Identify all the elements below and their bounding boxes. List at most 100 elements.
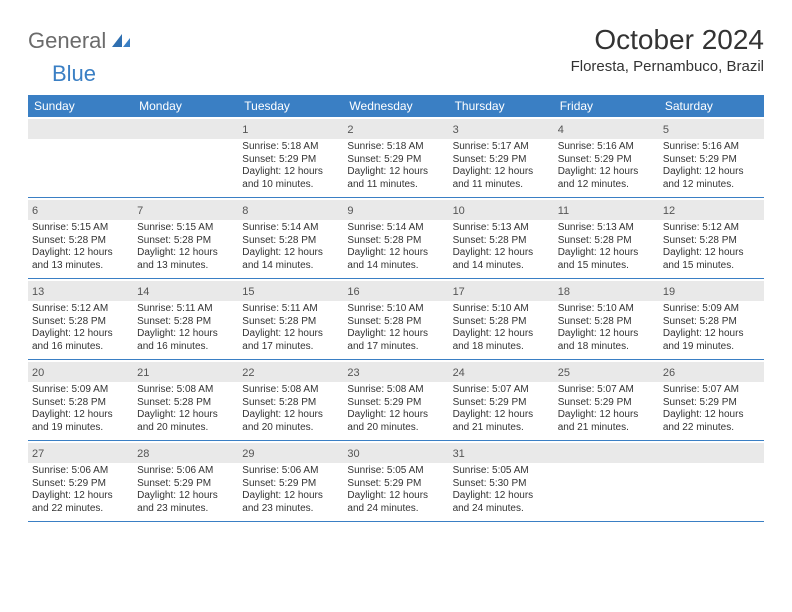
sunrise-line: Sunrise: 5:05 AM (453, 465, 529, 476)
calendar-day-cell: 24Sunrise: 5:07 AMSunset: 5:29 PMDayligh… (449, 360, 554, 440)
sunrise-line: Sunrise: 5:11 AM (242, 303, 317, 314)
logo-sail-icon (110, 32, 132, 50)
day-number-bar: 10 (449, 200, 554, 220)
day-number: 28 (137, 448, 149, 460)
day-number-bar: 16 (343, 281, 448, 301)
day-number-bar: 27 (28, 443, 133, 463)
sunrise-line: Sunrise: 5:14 AM (242, 222, 318, 233)
calendar-day-cell: 19Sunrise: 5:09 AMSunset: 5:28 PMDayligh… (659, 279, 764, 359)
weekday-header-row: Sunday Monday Tuesday Wednesday Thursday… (28, 95, 764, 117)
day-number-bar: 1 (238, 119, 343, 139)
daylight-line: Daylight: 12 hours and 23 minutes. (242, 490, 323, 514)
day-number: 26 (663, 367, 675, 379)
calendar-grid: Sunday Monday Tuesday Wednesday Thursday… (28, 95, 764, 522)
day-number-bar: 11 (554, 200, 659, 220)
calendar-day-cell: 31 Sunrise: 5:05 AMSunset: 5:30 PMDayligh… (449, 441, 554, 521)
day-details: Sunrise: 5:16 AMSunset: 5:29 PMDaylight:… (558, 141, 655, 191)
sunset-line: Sunset: 5:29 PM (663, 397, 737, 408)
brand-logo: General (28, 28, 135, 54)
weeks-container: ..1Sunrise: 5:18 AMSunset: 5:29 PMDaylig… (28, 117, 764, 522)
day-number-bar: 31 (449, 443, 554, 463)
sunset-line: Sunset: 5:28 PM (137, 397, 211, 408)
calendar-week: ..1Sunrise: 5:18 AMSunset: 5:29 PMDaylig… (28, 117, 764, 198)
sunset-line: Sunset: 5:29 PM (347, 397, 421, 408)
sunset-line: Sunset: 5:29 PM (453, 154, 527, 165)
calendar-day-cell: 26Sunrise: 5:07 AMSunset: 5:29 PMDayligh… (659, 360, 764, 440)
daylight-line: Daylight: 12 hours and 16 minutes. (137, 328, 218, 352)
sunset-line: Sunset: 5:29 PM (32, 478, 106, 489)
sunrise-line: Sunrise: 5:15 AM (137, 222, 213, 233)
sunset-line: Sunset: 5:29 PM (558, 397, 632, 408)
sunrise-line: Sunrise: 5:18 AM (242, 141, 318, 152)
day-number: 22 (242, 367, 254, 379)
calendar-day-cell: 14Sunrise: 5:11 AMSunset: 5:28 PMDayligh… (133, 279, 238, 359)
sunrise-line: Sunrise: 5:12 AM (663, 222, 739, 233)
day-details: Sunrise: 5:08 AMSunset: 5:28 PMDaylight:… (242, 384, 339, 434)
calendar-day-cell: 2Sunrise: 5:18 AMSunset: 5:29 PMDaylight… (343, 117, 448, 197)
calendar-day-cell: 29Sunrise: 5:06 AMSunset: 5:29 PMDayligh… (238, 441, 343, 521)
calendar-day-cell: . (659, 441, 764, 521)
logo-text-blue: Blue (52, 61, 96, 87)
daylight-line: Daylight: 12 hours and 24 minutes. (347, 490, 428, 514)
day-number-bar: 26 (659, 362, 764, 382)
day-details: Sunrise: 5:06 AMSunset: 5:29 PMDaylight:… (32, 465, 129, 515)
sunset-line: Sunset: 5:28 PM (347, 316, 421, 327)
logo-text-gray: General (28, 28, 106, 54)
sunrise-line: Sunrise: 5:09 AM (32, 384, 108, 395)
day-details: Sunrise: 5:09 AMSunset: 5:28 PMDaylight:… (663, 303, 760, 353)
weekday-header: Friday (554, 95, 659, 117)
day-number-bar: 8 (238, 200, 343, 220)
calendar-day-cell: 9Sunrise: 5:14 AMSunset: 5:28 PMDaylight… (343, 198, 448, 278)
sunrise-line: Sunrise: 5:14 AM (347, 222, 423, 233)
sunrise-line: Sunrise: 5:10 AM (558, 303, 634, 314)
day-number-bar: 4 (554, 119, 659, 139)
calendar-day-cell: 10Sunrise: 5:13 AMSunset: 5:28 PMDayligh… (449, 198, 554, 278)
calendar-day-cell: 28 Sunrise: 5:06 AMSunset: 5:29 PMDayligh… (133, 441, 238, 521)
day-details: Sunrise: 5:14 AMSunset: 5:28 PMDaylight:… (347, 222, 444, 272)
calendar-week: 6Sunrise: 5:15 AMSunset: 5:28 PMDaylight… (28, 198, 764, 279)
day-details: Sunrise: 5:06 AMSunset: 5:29 PMDaylight:… (137, 465, 234, 515)
day-number-bar: 9 (343, 200, 448, 220)
day-number-bar: 14 (133, 281, 238, 301)
day-number: 8 (242, 205, 248, 217)
day-details: Sunrise: 5:05 AMSunset: 5:30 PMDaylight:… (453, 465, 550, 515)
daylight-line: Daylight: 12 hours and 23 minutes. (137, 490, 218, 514)
location-text: Floresta, Pernambuco, Brazil (571, 58, 764, 75)
sunset-line: Sunset: 5:28 PM (242, 397, 316, 408)
sunrise-line: Sunrise: 5:08 AM (242, 384, 318, 395)
calendar-day-cell: 6Sunrise: 5:15 AMSunset: 5:28 PMDaylight… (28, 198, 133, 278)
sunset-line: Sunset: 5:28 PM (137, 316, 211, 327)
calendar-day-cell: 3Sunrise: 5:17 AMSunset: 5:29 PMDaylight… (449, 117, 554, 197)
daylight-line: Daylight: 12 hours and 12 minutes. (663, 166, 744, 190)
day-details: Sunrise: 5:08 AMSunset: 5:28 PMDaylight:… (137, 384, 234, 434)
day-number-bar: 24 (449, 362, 554, 382)
calendar-day-cell: 11Sunrise: 5:13 AMSunset: 5:28 PMDayligh… (554, 198, 659, 278)
month-title: October 2024 (571, 24, 764, 56)
day-details: Sunrise: 5:08 AMSunset: 5:29 PMDaylight:… (347, 384, 444, 434)
daylight-line: Daylight: 12 hours and 11 minutes. (453, 166, 534, 190)
daylight-line: Daylight: 12 hours and 14 minutes. (242, 247, 323, 271)
weekday-header: Wednesday (343, 95, 448, 117)
day-number-bar: 13 (28, 281, 133, 301)
day-number-bar: 23 (343, 362, 448, 382)
sunset-line: Sunset: 5:28 PM (558, 235, 632, 246)
sunrise-line: Sunrise: 5:07 AM (558, 384, 634, 395)
day-number: 4 (558, 124, 564, 136)
day-number: 12 (663, 205, 675, 217)
sunrise-line: Sunrise: 5:12 AM (32, 303, 108, 314)
day-number-bar: 22 (238, 362, 343, 382)
day-details: Sunrise: 5:15 AMSunset: 5:28 PMDaylight:… (137, 222, 234, 272)
calendar-day-cell: 23 Sunrise: 5:08 AMSunset: 5:29 PMDayligh… (343, 360, 448, 440)
day-number-bar: 21 (133, 362, 238, 382)
day-number: 31 (453, 448, 465, 460)
day-number-bar: 18 (554, 281, 659, 301)
day-details: Sunrise: 5:10 AMSunset: 5:28 PMDaylight:… (558, 303, 655, 353)
day-number: 24 (453, 367, 465, 379)
day-number: 23 (347, 367, 359, 379)
day-number: 18 (558, 286, 570, 298)
day-number: 27 (32, 448, 44, 460)
sunrise-line: Sunrise: 5:17 AM (453, 141, 529, 152)
sunrise-line: Sunrise: 5:07 AM (453, 384, 529, 395)
sunset-line: Sunset: 5:28 PM (453, 316, 527, 327)
day-number-bar: 25 (554, 362, 659, 382)
